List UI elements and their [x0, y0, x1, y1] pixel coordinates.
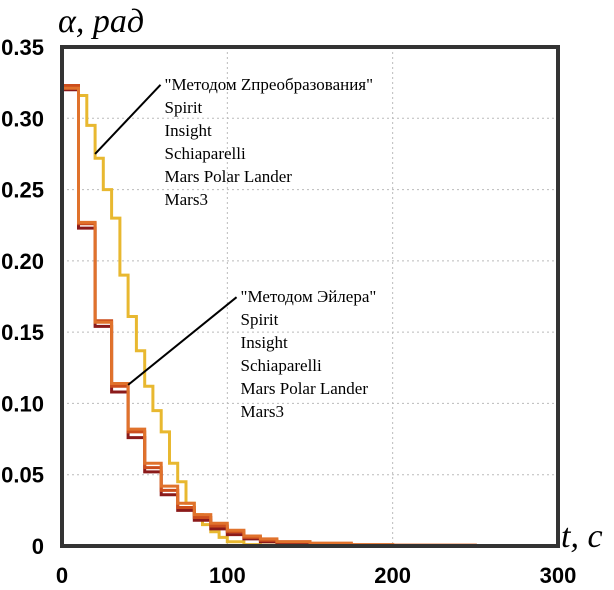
annotation-line: Insight [165, 121, 213, 140]
y-tick-label: 0.25 [1, 178, 44, 203]
tick-labels: 0 100 200 300 0 0.05 0.10 0.15 0.20 0.25 0.30 0.35 [1, 35, 576, 588]
annotation-leader-line [94, 84, 162, 155]
x-tick-label: 100 [209, 563, 246, 588]
annotation-line: Schiaparelli [241, 356, 322, 375]
y-tick-label: 0.35 [1, 35, 44, 60]
y-tick-label: 0 [32, 534, 44, 559]
series-line [62, 85, 560, 548]
annotation-line: Mars3 [241, 402, 284, 421]
annotation-leaders [94, 84, 238, 386]
x-axis-label: t, c [561, 518, 603, 555]
annotation-line: Mars Polar Lander [165, 167, 293, 186]
annotation-leader-line [127, 296, 238, 386]
annotation-line: "Методом Zпреобразования" [165, 75, 374, 94]
annotation-line: Spirit [165, 98, 203, 117]
x-tick-label: 0 [56, 563, 68, 588]
annotation-block: "Методом Эйлера" Spirit Insight Schiaparell… [241, 287, 377, 421]
annotation-line: Spirit [241, 310, 279, 329]
series-group [62, 84, 560, 548]
annotation-line: Schiaparelli [165, 144, 246, 163]
annotation-line: "Методом Эйлера" [241, 287, 377, 306]
annotation-text: "Методом Zпреобразования" Spirit Insight Sc… [165, 75, 377, 421]
grid-lines [62, 47, 558, 546]
annotation-line: Mars3 [165, 190, 208, 209]
annotation-line: Insight [241, 333, 289, 352]
y-tick-label: 0.05 [1, 463, 44, 488]
y-tick-label: 0.15 [1, 320, 44, 345]
annotation-line: Mars Polar Lander [241, 379, 369, 398]
plot-frame [60, 45, 560, 548]
y-tick-label: 0.20 [1, 249, 44, 274]
y-tick-label: 0.30 [1, 106, 44, 131]
annotation-block: "Методом Zпреобразования" Spirit Insight Sc… [165, 75, 374, 209]
x-tick-label: 300 [540, 563, 577, 588]
y-axis-label: α, рад [58, 3, 144, 40]
x-tick-label: 200 [374, 563, 411, 588]
y-tick-label: 0.10 [1, 391, 44, 416]
